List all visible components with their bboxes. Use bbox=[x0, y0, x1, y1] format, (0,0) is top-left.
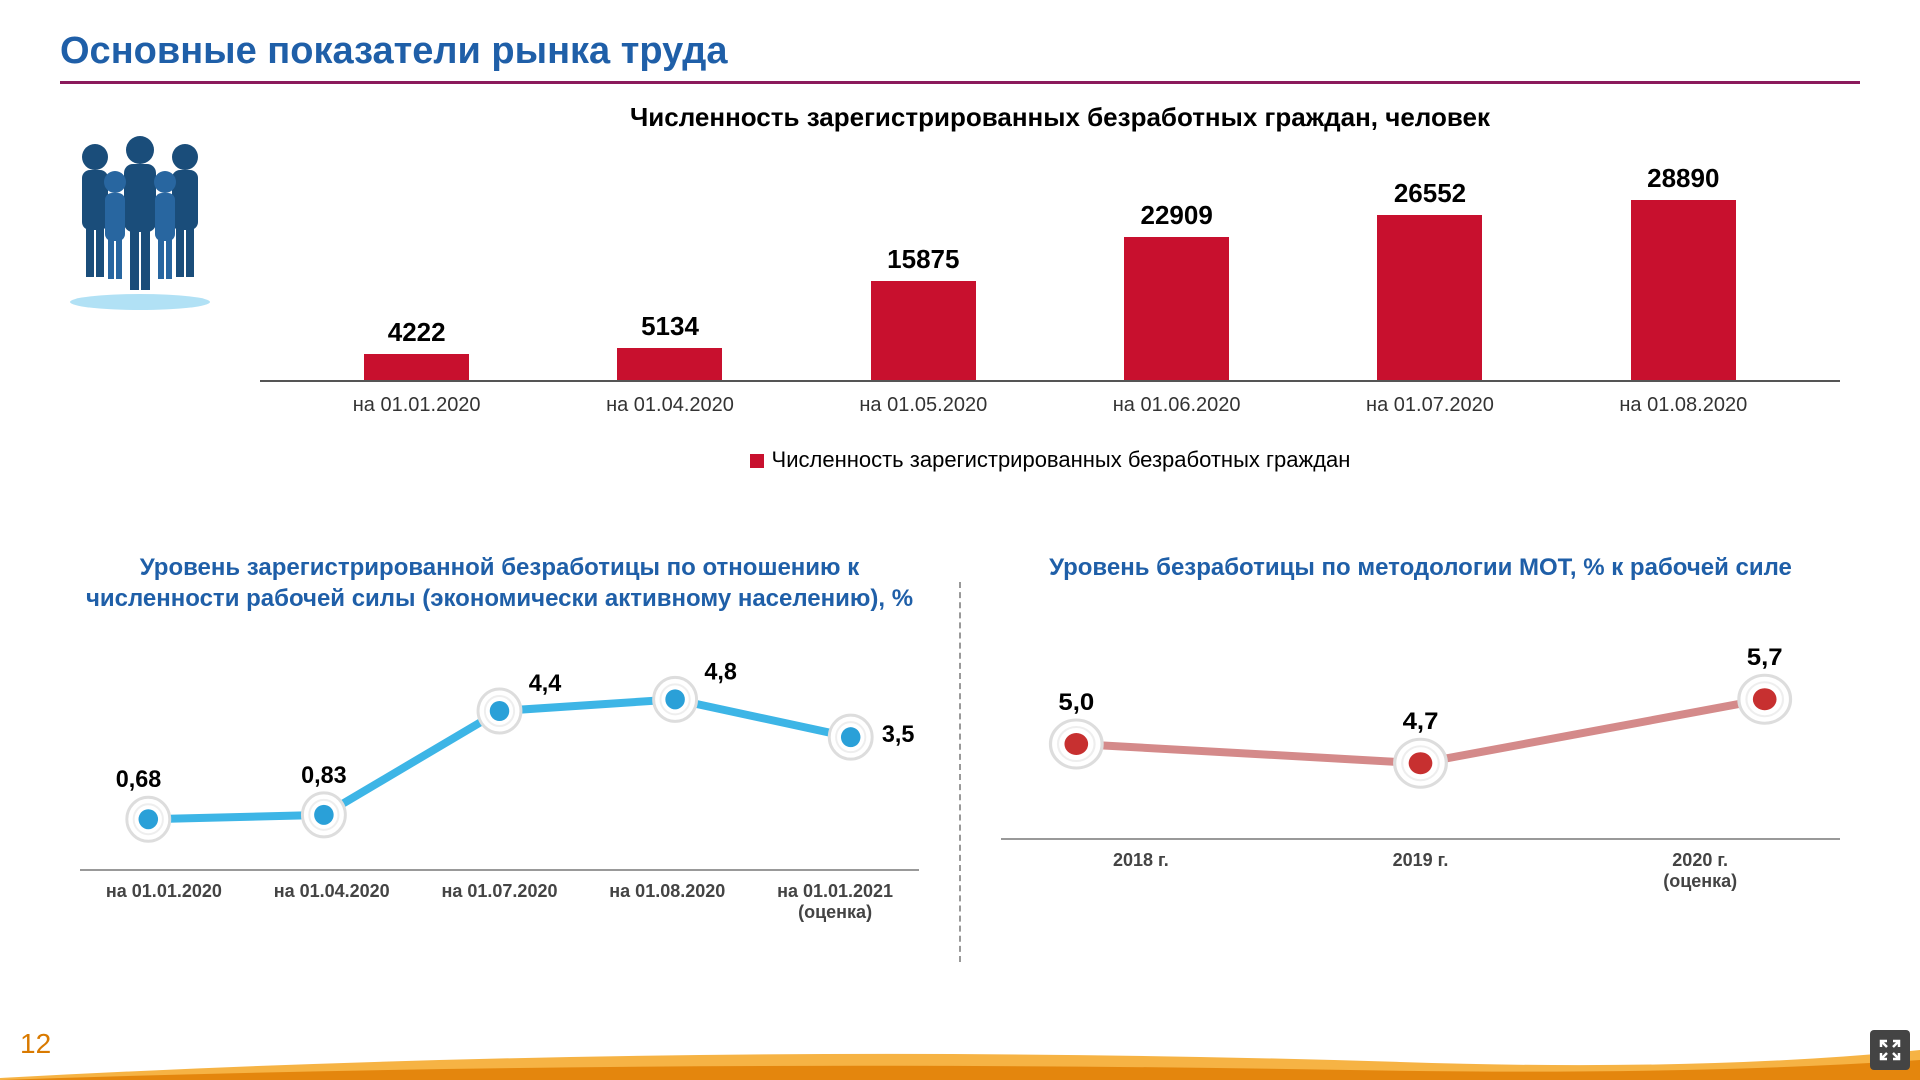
line-chart-left-title: Уровень зарегистрированной безработицы п… bbox=[80, 552, 919, 614]
line-value-label: 5,0 bbox=[1058, 689, 1094, 716]
line-value-label: 0,68 bbox=[116, 767, 162, 793]
line-x-label: 2019 г. bbox=[1281, 850, 1561, 892]
line-value-label: 4,4 bbox=[529, 671, 562, 697]
vertical-divider bbox=[959, 582, 961, 962]
bar-chart-section: Численность зарегистрированных безработн… bbox=[60, 102, 1860, 502]
line-marker bbox=[478, 689, 521, 733]
line-charts-section: Уровень зарегистрированной безработицы п… bbox=[60, 552, 1860, 992]
bar-x-label: на 01.06.2020 bbox=[1102, 394, 1252, 417]
line-marker bbox=[1395, 739, 1447, 787]
line-marker bbox=[654, 678, 697, 722]
title-underline bbox=[60, 81, 1860, 84]
bar-rect bbox=[871, 281, 976, 380]
bar-rect bbox=[617, 348, 722, 380]
bar-x-label: на 01.08.2020 bbox=[1608, 394, 1758, 417]
line-x-label: на 01.04.2020 bbox=[248, 881, 416, 923]
line-value-label: 3,5 bbox=[882, 722, 915, 748]
page-number: 12 bbox=[20, 1028, 51, 1060]
bar-rect bbox=[1377, 215, 1482, 380]
people-group-icon bbox=[60, 132, 220, 312]
bar-value: 4222 bbox=[388, 317, 446, 348]
bar-legend: Численность зарегистрированных безработн… bbox=[260, 447, 1840, 473]
bar-column: 22909 bbox=[1102, 200, 1252, 380]
bar-rect bbox=[1124, 237, 1229, 380]
line-x-label: на 01.01.2021(оценка) bbox=[751, 881, 919, 923]
bar-value: 28890 bbox=[1647, 163, 1719, 194]
line-x-label: на 01.01.2020 bbox=[80, 881, 248, 923]
bar-value: 22909 bbox=[1140, 200, 1212, 231]
bar-column: 5134 bbox=[595, 311, 745, 380]
line-value-label: 4,8 bbox=[704, 659, 737, 685]
bar-value: 5134 bbox=[641, 311, 699, 342]
line-value-label: 0,83 bbox=[301, 763, 347, 789]
bar-value: 15875 bbox=[887, 244, 959, 275]
line-value-label: 4,7 bbox=[1403, 708, 1439, 735]
line-value-label: 5,7 bbox=[1747, 644, 1783, 671]
line-chart-left-panel: Уровень зарегистрированной безработицы п… bbox=[60, 552, 939, 992]
bar-chart: 4222 5134 15875 22909 26552 28890 на 01.… bbox=[260, 162, 1840, 442]
bar-rect bbox=[1631, 200, 1736, 380]
line-x-label: на 01.08.2020 bbox=[583, 881, 751, 923]
bar-column: 15875 bbox=[848, 244, 998, 380]
bar-column: 28890 bbox=[1608, 163, 1758, 380]
line-marker bbox=[829, 716, 872, 760]
bar-legend-text: Численность зарегистрированных безработн… bbox=[772, 447, 1351, 472]
bar-column: 26552 bbox=[1355, 178, 1505, 380]
bar-rect bbox=[364, 354, 469, 380]
line-chart-right: 5,0 4,7 5,7 2018 г.2019 г.2020 г.(оценка… bbox=[1001, 603, 1840, 883]
bar-value: 26552 bbox=[1394, 178, 1466, 209]
line-chart-left: 0,68 0,83 4,4 4,8 3,5 на 01. bbox=[80, 634, 919, 914]
fullscreen-icon[interactable] bbox=[1870, 1030, 1910, 1070]
bar-column: 4222 bbox=[342, 317, 492, 380]
bar-x-label: на 01.01.2020 bbox=[342, 394, 492, 417]
line-x-label: 2020 г.(оценка) bbox=[1560, 850, 1840, 892]
line-chart-right-panel: Уровень безработицы по методологии МОТ, … bbox=[981, 552, 1860, 992]
line-x-label: на 01.07.2020 bbox=[416, 881, 584, 923]
line-x-label: 2018 г. bbox=[1001, 850, 1281, 892]
line-marker bbox=[1050, 720, 1102, 768]
bar-chart-title: Численность зарегистрированных безработн… bbox=[260, 102, 1860, 133]
line-chart-right-title: Уровень безработицы по методологии МОТ, … bbox=[1001, 552, 1840, 583]
bar-x-label: на 01.05.2020 bbox=[848, 394, 998, 417]
line-marker bbox=[127, 798, 170, 842]
line-marker bbox=[302, 793, 345, 837]
legend-color-swatch bbox=[750, 454, 764, 468]
decorative-swoosh bbox=[0, 1030, 1920, 1080]
line-marker bbox=[1739, 675, 1791, 723]
bar-x-label: на 01.04.2020 bbox=[595, 394, 745, 417]
bar-x-label: на 01.07.2020 bbox=[1355, 394, 1505, 417]
slide-title: Основные показатели рынка труда bbox=[60, 30, 1860, 73]
